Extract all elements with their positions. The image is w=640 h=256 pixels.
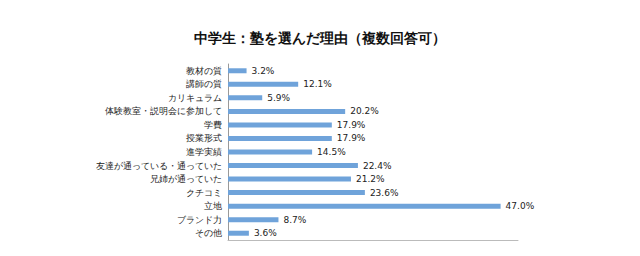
svg-text:カリキュラム: カリキュラム [168, 93, 222, 103]
svg-text:クチコミ: クチコミ [186, 188, 222, 198]
svg-text:講師の質: 講師の質 [186, 79, 222, 89]
svg-text:17.9%: 17.9% [337, 120, 366, 130]
svg-text:ブランド力: ブランド力 [177, 215, 222, 225]
svg-text:17.9%: 17.9% [337, 133, 366, 143]
svg-text:授業形式: 授業形式 [186, 133, 222, 143]
svg-text:8.7%: 8.7% [283, 215, 306, 225]
svg-text:23.6%: 23.6% [370, 188, 399, 198]
svg-text:14.5%: 14.5% [317, 147, 346, 157]
svg-text:5.9%: 5.9% [267, 93, 290, 103]
svg-text:教材の質: 教材の質 [186, 66, 222, 76]
svg-text:兄姉が通っていた: 兄姉が通っていた [150, 174, 222, 184]
svg-text:進学実績: 進学実績 [186, 147, 222, 157]
svg-text:20.2%: 20.2% [350, 106, 379, 116]
svg-text:3.2%: 3.2% [252, 66, 275, 76]
svg-text:47.0%: 47.0% [506, 201, 535, 211]
svg-text:立地: 立地 [204, 201, 222, 211]
svg-text:その他: その他 [195, 228, 222, 238]
svg-text:学費: 学費 [204, 120, 222, 130]
svg-text:3.6%: 3.6% [254, 228, 277, 238]
svg-text:友達が通っている・通っていた: 友達が通っている・通っていた [96, 161, 222, 171]
svg-text:12.1%: 12.1% [303, 79, 332, 89]
svg-text:体験教室・説明会に参加して: 体験教室・説明会に参加して [105, 106, 222, 116]
svg-text:22.4%: 22.4% [363, 161, 392, 171]
svg-text:21.2%: 21.2% [356, 174, 385, 184]
svg-text:中学生：塾を選んだ理由（複数回答可）: 中学生：塾を選んだ理由（複数回答可） [194, 30, 446, 46]
